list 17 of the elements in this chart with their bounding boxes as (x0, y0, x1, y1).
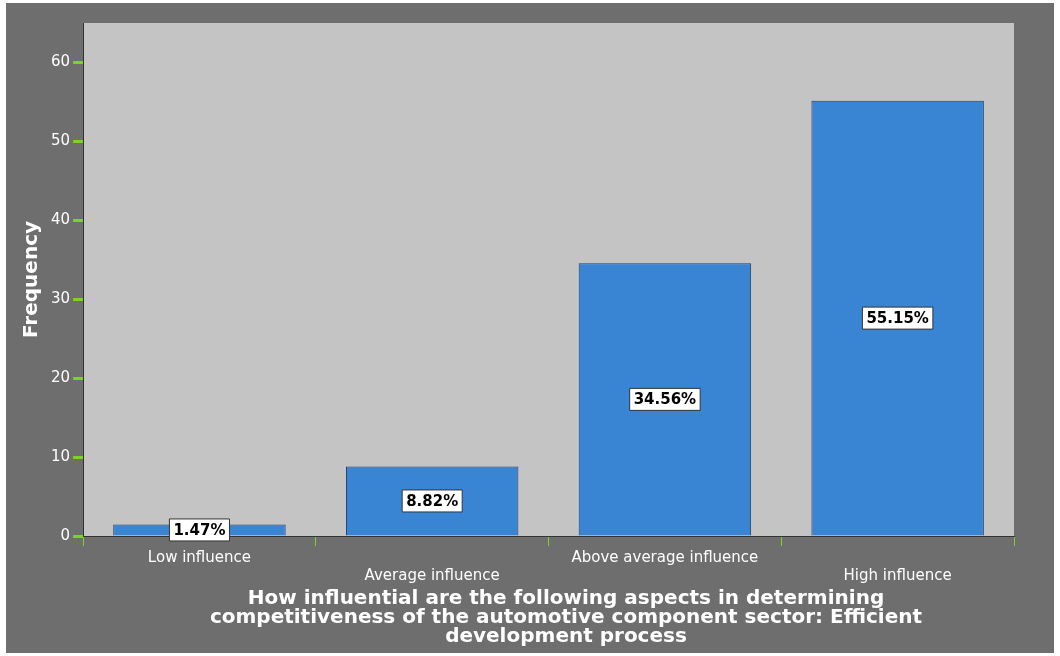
y-tick-label: 40 (50, 210, 71, 229)
y-tick-label: 30 (50, 289, 71, 308)
y-tick-label: 20 (50, 368, 71, 387)
y-tick-label: 50 (50, 131, 71, 150)
y-tick-label: 60 (50, 52, 71, 71)
data-label: 34.56% (633, 390, 697, 409)
x-tick-label: High influence (843, 565, 952, 584)
x-tick-label: Average influence (364, 565, 500, 584)
data-label: 8.82% (406, 491, 459, 510)
data-label: 55.15% (866, 309, 929, 328)
x-axis-title: How influential are the following aspects in determining competitiveness of the automotive component sector: Efficient development process (208, 585, 924, 647)
data-label: 1.47% (173, 520, 226, 539)
x-tick-label: Low influence (147, 547, 252, 566)
y-tick-label: 10 (50, 446, 71, 465)
y-tick-label: 0 (60, 525, 71, 544)
y-axis-title: Frequency (18, 220, 43, 339)
x-tick-label: Above average influence (571, 547, 759, 566)
